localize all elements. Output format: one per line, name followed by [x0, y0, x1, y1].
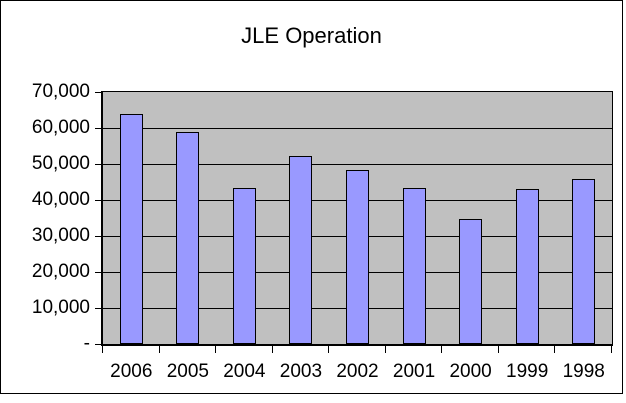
bar-2004	[232, 188, 256, 344]
x-axis-label: 2002	[336, 361, 379, 382]
gridline	[103, 127, 612, 129]
x-axis-label: 2000	[449, 361, 492, 382]
bar-2005	[176, 132, 200, 344]
y-axis-label: 50,000	[31, 153, 90, 174]
y-axis-tick	[95, 91, 101, 93]
bar-2002	[346, 170, 369, 344]
x-axis-tick	[328, 346, 330, 353]
x-axis-tick	[271, 346, 273, 353]
x-axis-tick	[441, 346, 443, 353]
y-axis-tick	[95, 163, 101, 165]
x-axis-tick	[611, 346, 612, 353]
x-axis-label: 2001	[392, 361, 436, 382]
y-axis-label: 20,000	[31, 261, 90, 282]
y-axis-label: 40,000	[31, 189, 90, 210]
chart-title: JLE Operation	[241, 23, 382, 48]
x-axis-label: 2006	[110, 361, 153, 382]
y-axis-tick	[95, 271, 101, 273]
y-axis-label: 70,000	[31, 81, 90, 102]
y-axis-tick	[95, 307, 101, 309]
gridline	[103, 163, 612, 165]
x-axis-tick	[102, 346, 103, 353]
y-axis-tick	[95, 343, 101, 345]
y-axis-label: 60,000	[31, 117, 90, 138]
y-axis-tick	[95, 127, 101, 129]
bar-1998	[572, 179, 596, 344]
x-axis-label: 2003	[279, 361, 323, 382]
y-axis-tick	[95, 199, 101, 201]
bar-2003	[289, 156, 313, 344]
y-axis-tick	[95, 235, 101, 237]
x-axis-tick	[215, 346, 217, 353]
y-axis-label: 10,000	[31, 297, 90, 318]
x-axis-tick	[497, 346, 499, 353]
bar-1999	[515, 189, 539, 344]
x-axis-label: 2005	[166, 361, 209, 382]
bar-2000	[459, 219, 483, 344]
plot-area	[101, 91, 613, 346]
x-axis-tick	[384, 346, 386, 353]
bar-2001	[402, 188, 426, 344]
x-axis-label: 1999	[506, 361, 549, 382]
x-axis-label: 2004	[223, 361, 266, 382]
x-axis-tick	[554, 346, 556, 353]
y-axis-label: 30,000	[31, 225, 90, 246]
y-axis-label: -	[83, 333, 90, 354]
x-axis-label: 1998	[562, 361, 605, 382]
bar-2006	[119, 114, 143, 344]
x-axis-tick	[158, 346, 160, 353]
